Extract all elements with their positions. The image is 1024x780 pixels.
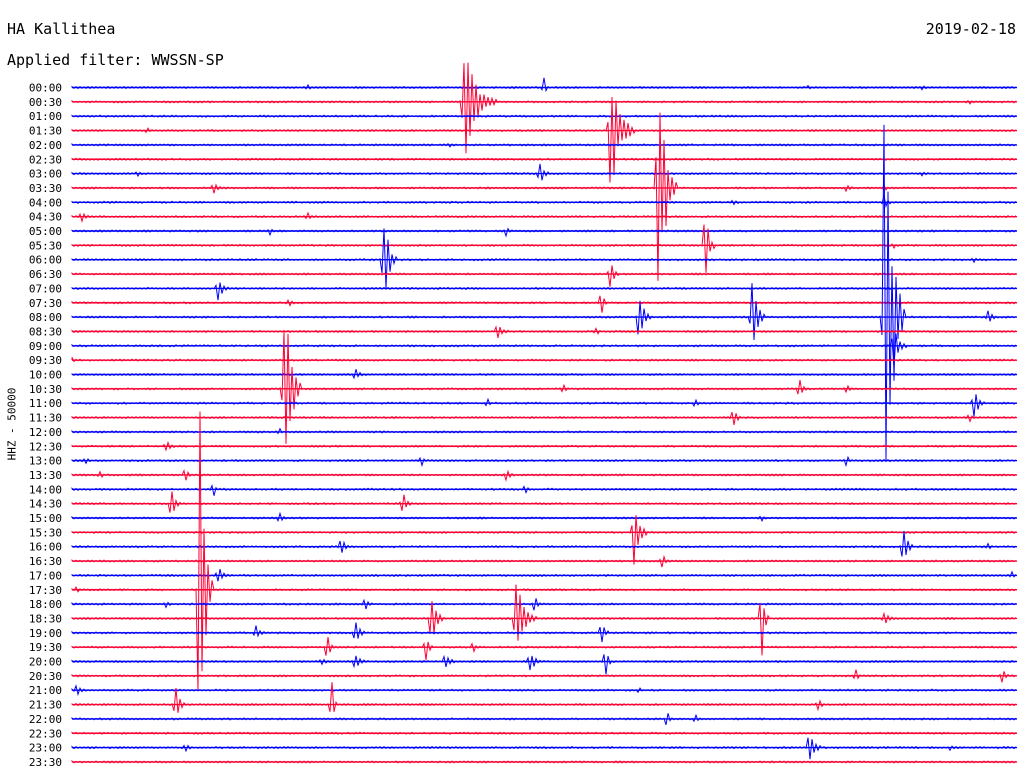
row-time-label: 11:30 [29, 412, 62, 425]
row-time-label: 07:30 [29, 297, 62, 310]
trace-row-0400 [71, 195, 1017, 209]
trace-row-0030 [71, 62, 1017, 154]
row-time-label: 18:30 [29, 612, 62, 625]
trace-row-0900 [71, 333, 1017, 368]
row-time-label: 12:00 [29, 426, 62, 439]
row-time-label: 15:30 [29, 526, 62, 539]
trace-row-1130 [71, 411, 1017, 425]
trace-row-1500 [71, 511, 1017, 523]
trace-row-0800 [71, 124, 1017, 462]
row-time-label: 11:00 [29, 397, 62, 410]
trace-row-0000 [71, 77, 1017, 93]
row-time-label: 14:30 [29, 498, 62, 511]
row-time-label: 22:30 [29, 727, 62, 740]
row-time-label: 09:30 [29, 354, 62, 367]
row-time-label: 10:00 [29, 369, 62, 382]
row-time-label: 13:30 [29, 469, 62, 482]
row-time-label: 21:00 [29, 684, 62, 697]
row-time-label: 06:00 [29, 254, 62, 267]
trace-row-0330 [71, 112, 1017, 281]
trace-row-0300 [71, 163, 1017, 181]
row-time-label: 13:00 [29, 455, 62, 468]
row-time-label: 04:00 [29, 196, 62, 209]
row-time-label: 03:00 [29, 168, 62, 181]
row-time-label: 19:00 [29, 627, 62, 640]
trace-row-1000 [71, 369, 1017, 380]
row-time-label: 17:00 [29, 569, 62, 582]
row-time-label: 07:00 [29, 282, 62, 295]
trace-row-1830 [71, 584, 1017, 656]
row-time-label: 08:30 [29, 325, 62, 338]
trace-row-1030 [71, 331, 1017, 444]
trace-row-0700 [71, 282, 1017, 301]
trace-row-0630 [71, 265, 1017, 287]
trace-row-0930 [71, 357, 1017, 363]
row-time-label: 19:30 [29, 641, 62, 654]
row-time-label: 01:00 [29, 110, 62, 123]
row-time-label: 21:30 [29, 699, 62, 712]
row-time-label: 12:30 [29, 440, 62, 453]
row-time-label: 23:00 [29, 742, 62, 755]
trace-row-0500 [71, 227, 1017, 238]
trace-row-0600 [71, 228, 1017, 289]
filter-label: Applied filter: WWSSN-SP [7, 51, 224, 69]
trace-row-1630 [71, 554, 1017, 568]
row-time-label: 18:00 [29, 598, 62, 611]
trace-row-2300 [71, 737, 1017, 760]
row-time-label: 23:30 [29, 756, 62, 769]
row-time-label: 15:00 [29, 512, 62, 525]
row-time-label: 04:30 [29, 211, 62, 224]
trace-row-1930 [71, 637, 1017, 661]
trace-row-2000 [71, 654, 1017, 675]
row-time-label: 17:30 [29, 584, 62, 597]
row-time-label: 05:30 [29, 239, 62, 252]
trace-row-0830 [71, 325, 1017, 338]
row-time-label: 00:30 [29, 96, 62, 109]
row-time-label: 02:30 [29, 153, 62, 166]
row-time-label: 20:00 [29, 656, 62, 669]
trace-row-1200 [71, 427, 1017, 435]
row-time-label: 20:30 [29, 670, 62, 683]
trace-row-1300 [71, 455, 1017, 468]
trace-row-1400 [71, 484, 1017, 496]
row-time-label: 16:30 [29, 555, 62, 568]
row-time-label: 03:30 [29, 182, 62, 195]
trace-row-2130 [71, 682, 1017, 713]
trace-row-0130 [71, 97, 1017, 183]
trace-row-1100 [71, 394, 1017, 417]
station-title: HA Kallithea [7, 20, 116, 38]
row-time-label: 10:30 [29, 383, 62, 396]
row-time-label: 16:00 [29, 541, 62, 554]
trace-row-1600 [71, 530, 1017, 557]
row-time-label: 06:30 [29, 268, 62, 281]
row-time-label: 08:00 [29, 311, 62, 324]
row-time-label: 02:00 [29, 139, 62, 152]
trace-row-1730 [71, 411, 1017, 692]
trace-row-0730 [71, 295, 1017, 313]
row-time-label: 00:00 [29, 82, 62, 95]
row-time-label: 05:00 [29, 225, 62, 238]
date-label: 2019-02-18 [925, 20, 1016, 38]
row-time-label: 01:30 [29, 125, 62, 138]
row-time-label: 14:00 [29, 483, 62, 496]
trace-row-1530 [71, 515, 1017, 565]
row-time-label: 09:00 [29, 340, 62, 353]
row-time-label: 22:00 [29, 713, 62, 726]
